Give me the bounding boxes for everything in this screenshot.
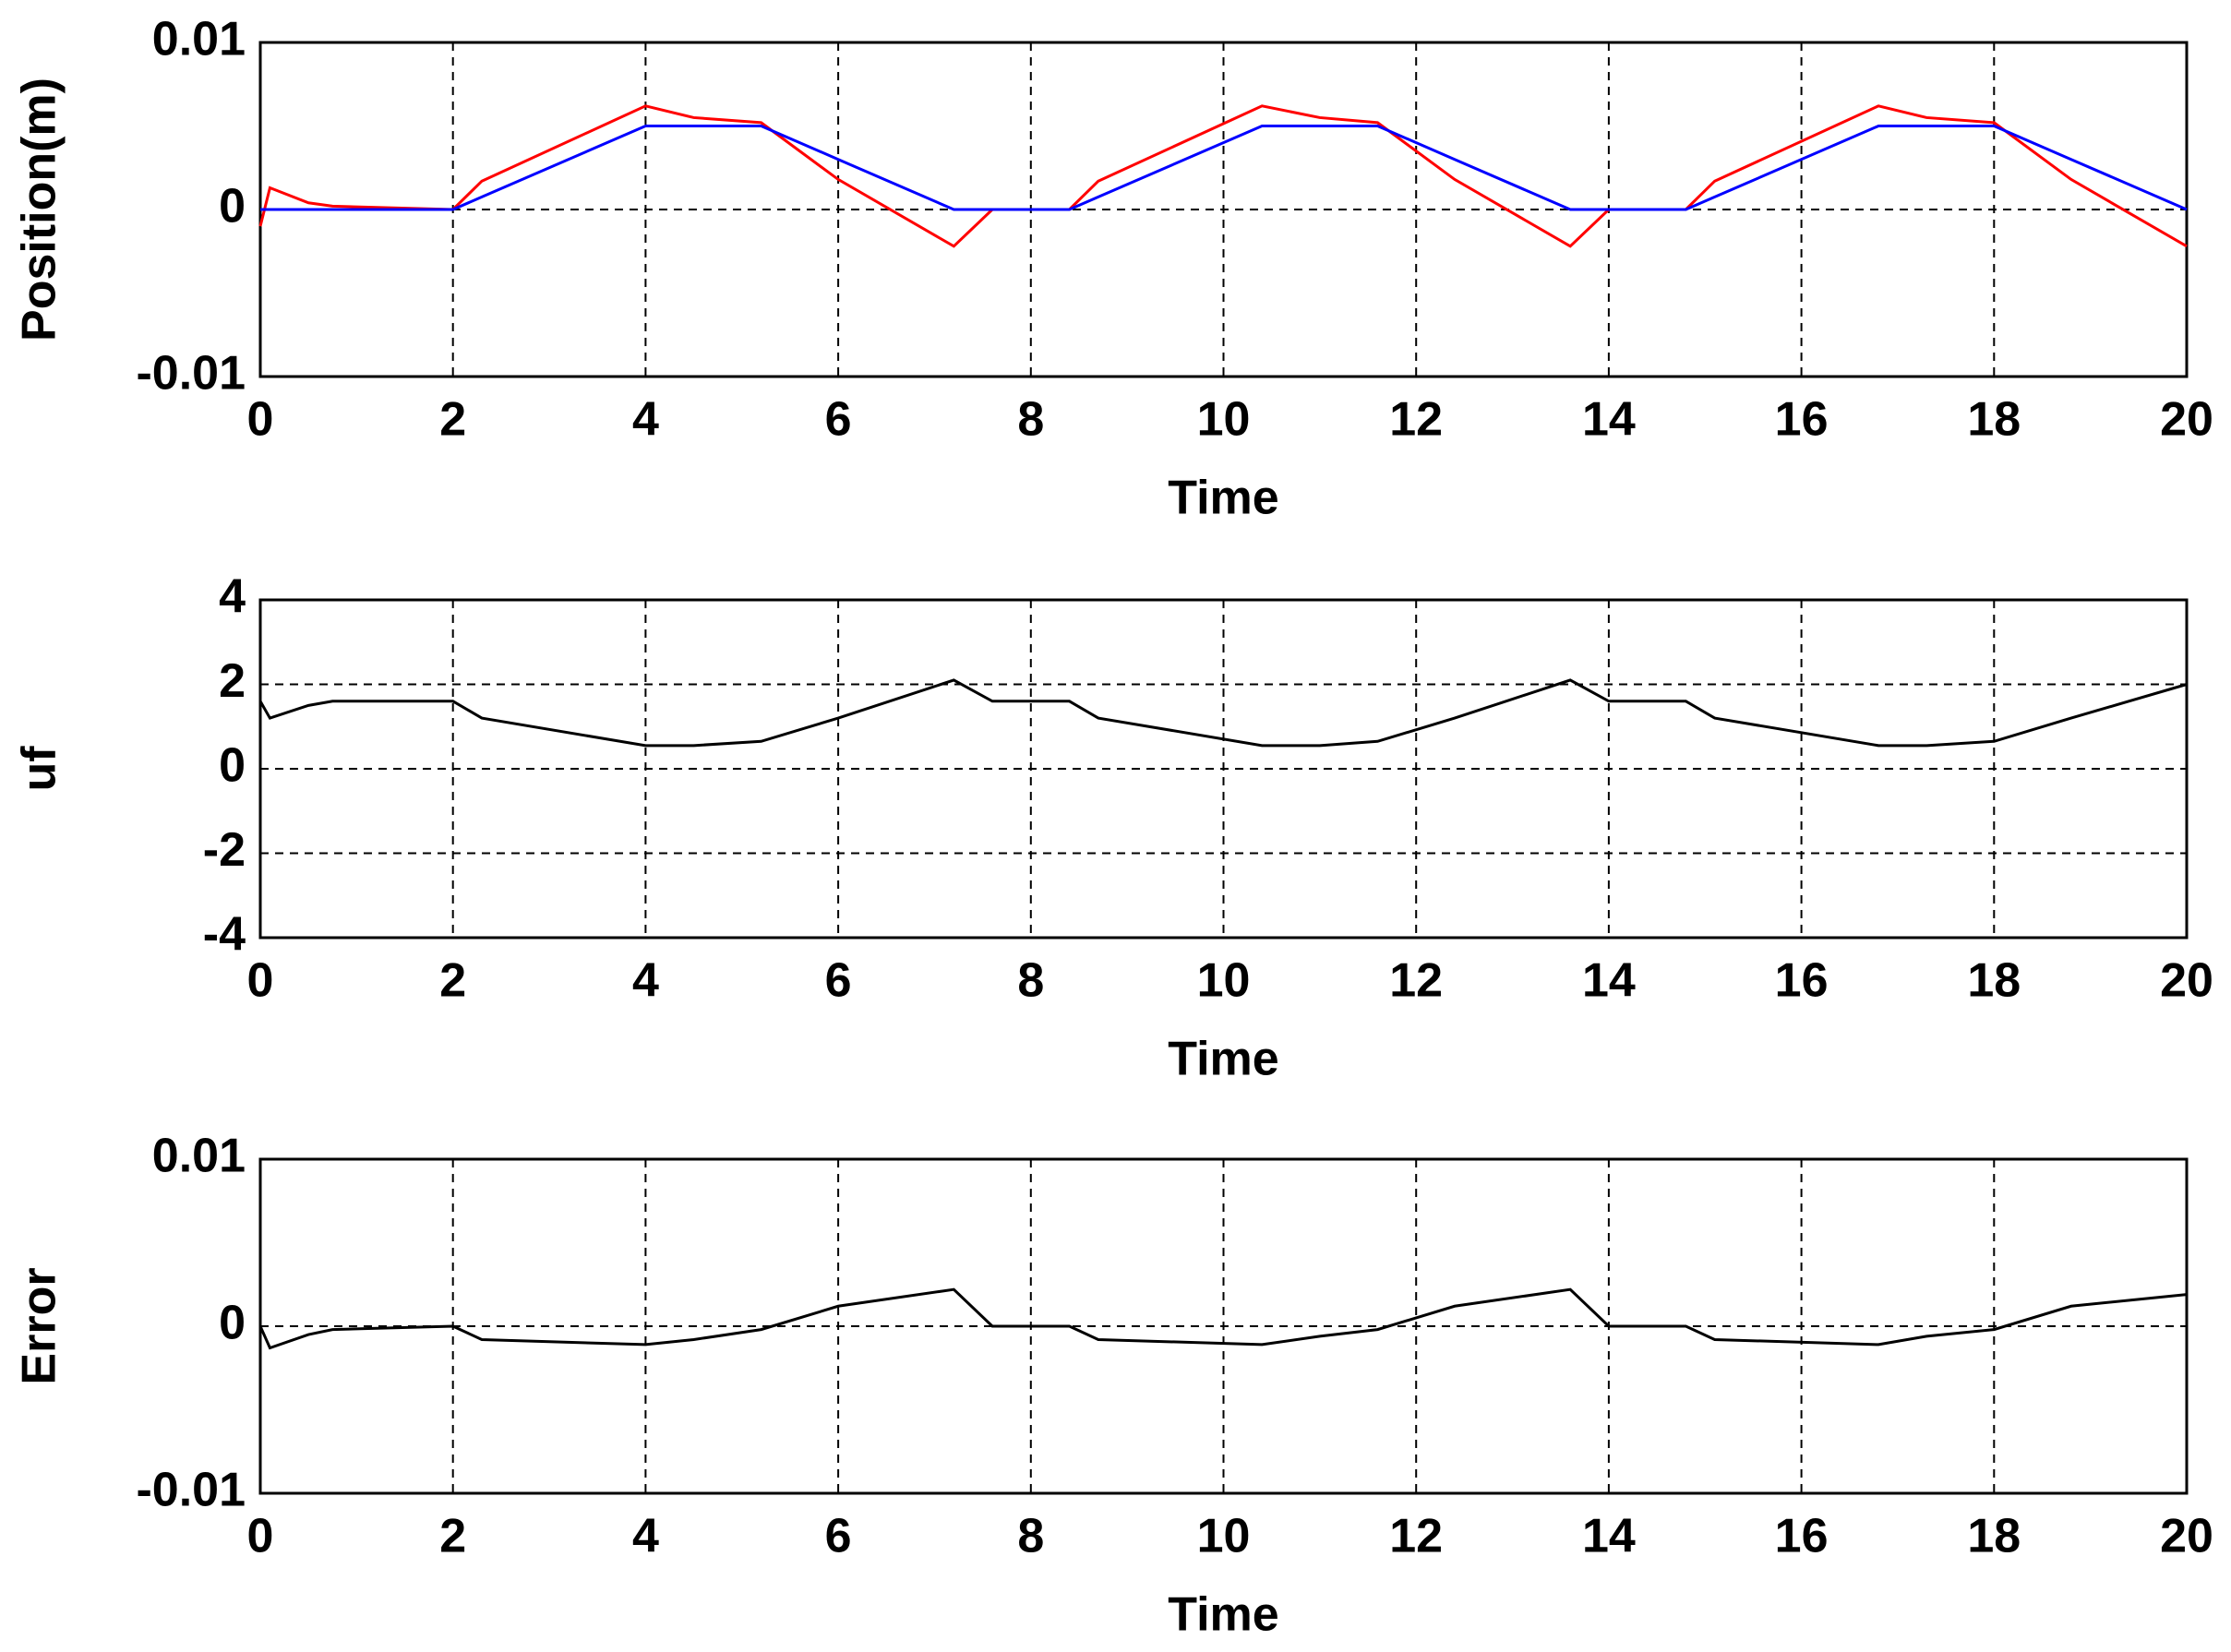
y-tick-label: 0 [219, 1297, 246, 1350]
y-tick-label: -0.01 [136, 347, 246, 401]
data-line [260, 125, 2188, 211]
x-tick-label: 12 [1389, 1510, 1443, 1563]
y-tick-label: -0.01 [136, 1464, 246, 1517]
x-tick-label: 8 [1017, 954, 1044, 1008]
y-tick-label: 4 [219, 570, 246, 624]
x-tick-label: 2 [439, 954, 466, 1008]
x-tick-label: 0 [247, 1510, 274, 1563]
x-tick-label: 4 [632, 393, 659, 447]
y-axis-label: Position(m) [13, 78, 66, 341]
y-axis-label: uf [13, 746, 66, 792]
y-tick-label: 0.01 [152, 13, 246, 66]
plot-frame [258, 598, 2189, 940]
x-tick-label: 16 [1775, 954, 1829, 1008]
y-tick-label: 0 [219, 180, 246, 233]
x-tick-label: 10 [1197, 954, 1251, 1008]
x-tick-label: 16 [1775, 393, 1829, 447]
x-tick-label: 14 [1582, 393, 1636, 447]
x-tick-label: 14 [1582, 954, 1636, 1008]
x-tick-label: 12 [1389, 954, 1443, 1008]
x-axis-label: Time [1168, 1033, 1278, 1086]
x-tick-label: 4 [632, 1510, 659, 1563]
y-axis-label: Error [13, 1267, 66, 1384]
x-axis-label: Time [1168, 1588, 1278, 1642]
data-line [258, 678, 2188, 748]
x-tick-label: 6 [825, 954, 852, 1008]
x-tick-label: 10 [1197, 393, 1251, 447]
x-tick-label: 8 [1017, 393, 1044, 447]
y-tick-label: 0.01 [152, 1130, 246, 1183]
x-tick-label: 16 [1775, 1510, 1829, 1563]
x-tick-label: 4 [632, 954, 659, 1008]
x-tick-label: 10 [1197, 1510, 1251, 1563]
x-tick-label: 18 [1967, 1510, 2021, 1563]
x-axis-label: Time [1168, 472, 1278, 525]
x-tick-label: 18 [1967, 393, 2021, 447]
y-tick-label: -2 [203, 823, 246, 877]
data-line [258, 1287, 2188, 1350]
x-tick-label: 2 [439, 393, 466, 447]
x-tick-label: 6 [825, 1510, 852, 1563]
x-tick-label: 20 [2160, 1510, 2213, 1563]
x-tick-label: 20 [2160, 954, 2213, 1008]
y-tick-label: 2 [219, 654, 246, 708]
x-tick-label: 2 [439, 1510, 466, 1563]
x-tick-label: 0 [247, 954, 274, 1008]
y-tick-label: 0 [219, 739, 246, 793]
x-tick-label: 18 [1967, 954, 2021, 1008]
x-tick-label: 14 [1582, 1510, 1636, 1563]
x-tick-label: 6 [825, 393, 852, 447]
y-tick-label: -4 [203, 908, 246, 962]
x-tick-label: 0 [247, 393, 274, 447]
x-tick-label: 20 [2160, 393, 2213, 447]
x-tick-label: 8 [1017, 1510, 1044, 1563]
x-tick-label: 12 [1389, 393, 1443, 447]
data-line [258, 104, 2188, 248]
